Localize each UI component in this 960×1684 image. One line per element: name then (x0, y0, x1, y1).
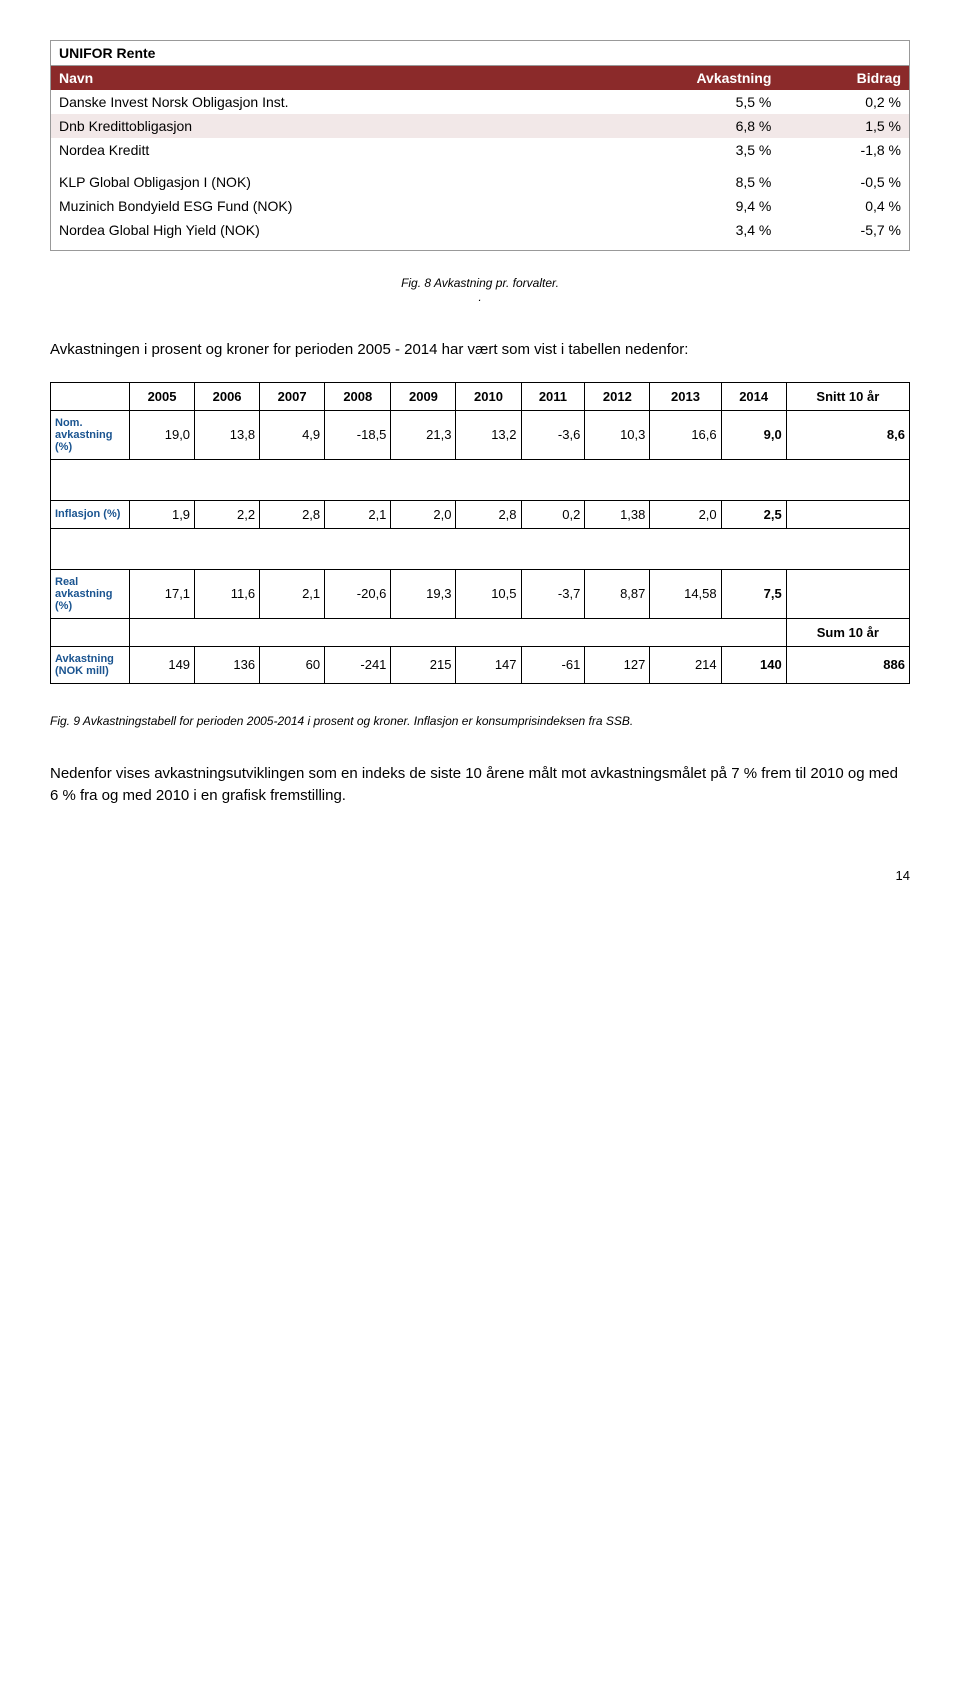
figure-8-caption: Fig. 8 Avkastning pr. forvalter. . (50, 276, 910, 304)
cell-bidrag: 1,5 % (779, 114, 909, 138)
cell-avkastning (585, 242, 779, 251)
page-number: 14 (50, 868, 910, 883)
table-row: Muzinich Bondyield ESG Fund (NOK)9,4 %0,… (51, 194, 910, 218)
col-navn: Navn (51, 66, 585, 91)
table-row (51, 242, 910, 251)
table-row: Dnb Kredittobligasjon6,8 %1,5 % (51, 114, 910, 138)
col-avkastning: Avkastning (585, 66, 779, 91)
sum-label-row: Sum 10 år (51, 618, 910, 646)
cell-bidrag: -1,8 % (779, 138, 909, 162)
cell-bidrag: -0,5 % (779, 170, 909, 194)
table-row: Nordea Global High Yield (NOK)3,4 %-5,7 … (51, 218, 910, 242)
col-bidrag: Bidrag (779, 66, 909, 91)
table-row: Danske Invest Norsk Obligasjon Inst.5,5 … (51, 90, 910, 114)
table1-header-row: Navn Avkastning Bidrag (51, 66, 910, 91)
cell-name: Nordea Global High Yield (NOK) (51, 218, 585, 242)
figure-9-caption: Fig. 9 Avkastningstabell for perioden 20… (50, 714, 910, 728)
year-header-row: 2005 2006 2007 2008 2009 2010 2011 2012 … (51, 382, 910, 410)
table-row: Nordea Kreditt3,5 %-1,8 % (51, 138, 910, 162)
cell-avkastning: 5,5 % (585, 90, 779, 114)
cell-bidrag: 0,2 % (779, 90, 909, 114)
intro-paragraph: Avkastningen i prosent og kroner for per… (50, 339, 910, 362)
table-row (51, 162, 910, 170)
nom-avkastning-row: Nom. avkastning (%) 19,0 13,8 4,9 -18,5 … (51, 410, 910, 459)
cell-avkastning: 3,4 % (585, 218, 779, 242)
avkastning-periode-table: 2005 2006 2007 2008 2009 2010 2011 2012 … (50, 382, 910, 684)
cell-name: Nordea Kreditt (51, 138, 585, 162)
unifor-rente-table: UNIFOR Rente Navn Avkastning Bidrag Dans… (50, 40, 910, 251)
cell-avkastning (585, 162, 779, 170)
inflasjon-row: Inflasjon (%) 1,9 2,2 2,8 2,1 2,0 2,8 0,… (51, 500, 910, 528)
table-row: KLP Global Obligasjon I (NOK)8,5 %-0,5 % (51, 170, 910, 194)
cell-bidrag (779, 162, 909, 170)
cell-name: Muzinich Bondyield ESG Fund (NOK) (51, 194, 585, 218)
cell-avkastning: 3,5 % (585, 138, 779, 162)
cell-avkastning: 6,8 % (585, 114, 779, 138)
real-avkastning-row: Real avkastning (%) 17,1 11,6 2,1 -20,6 … (51, 569, 910, 618)
cell-bidrag: -5,7 % (779, 218, 909, 242)
cell-bidrag (779, 242, 909, 251)
cell-name: Danske Invest Norsk Obligasjon Inst. (51, 90, 585, 114)
cell-name: KLP Global Obligasjon I (NOK) (51, 170, 585, 194)
bottom-paragraph: Nedenfor vises avkastningsutviklingen so… (50, 763, 910, 808)
table1-title: UNIFOR Rente (51, 41, 910, 66)
avkastning-nok-row: Avkastning (NOK mill) 149 136 60 -241 21… (51, 646, 910, 683)
cell-avkastning: 8,5 % (585, 170, 779, 194)
cell-bidrag: 0,4 % (779, 194, 909, 218)
cell-name: Dnb Kredittobligasjon (51, 114, 585, 138)
cell-avkastning: 9,4 % (585, 194, 779, 218)
cell-name (51, 242, 585, 251)
cell-name (51, 162, 585, 170)
